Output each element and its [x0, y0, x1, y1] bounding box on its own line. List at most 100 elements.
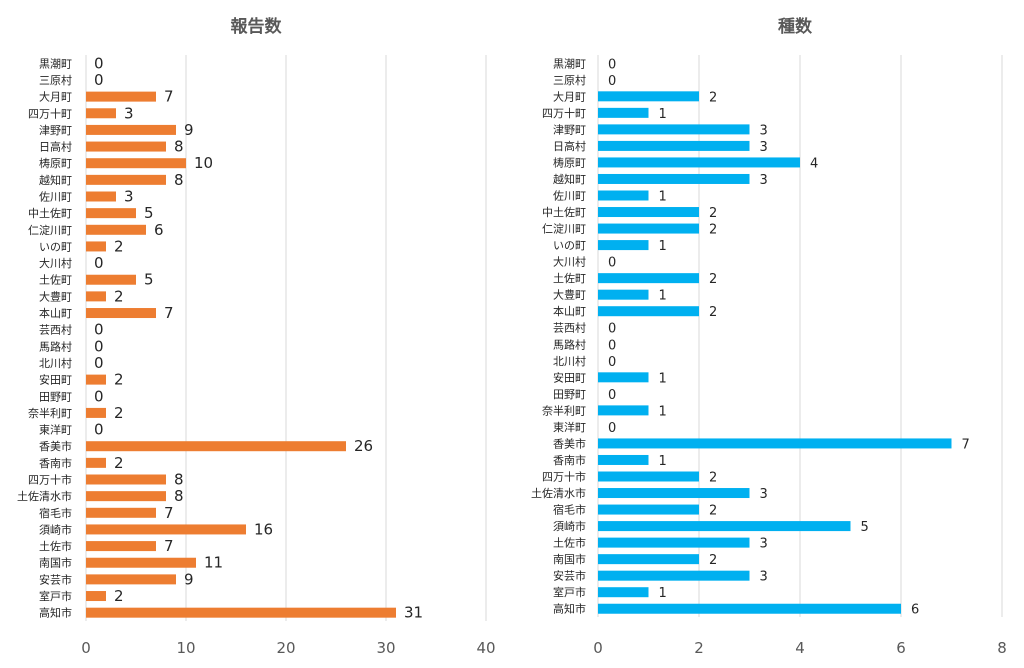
right-category-label: 梼原町	[553, 155, 586, 169]
left-value-label: 3	[124, 188, 134, 206]
right-value-label: 3	[760, 123, 768, 138]
right-gridlines	[597, 55, 1003, 617]
right-bar	[598, 124, 750, 135]
right-category-labels: 黒潮町三原村大月町四万十町津野町日高村梼原町越知町佐川町中土佐町仁淀川町いの町大…	[531, 56, 586, 615]
left-category-label: 三原村	[39, 73, 72, 87]
left-chart-title: 報告数	[231, 16, 283, 37]
right-value-label: 2	[709, 305, 717, 320]
right-bar	[598, 173, 750, 184]
right-bar	[598, 554, 699, 565]
left-category-label: 高知市	[39, 606, 72, 620]
left-value-label: 0	[94, 254, 104, 272]
right-bars	[598, 91, 952, 614]
left-bar	[86, 474, 166, 485]
right-value-label: 6	[911, 603, 919, 618]
right-category-label: 南国市	[553, 552, 586, 566]
left-value-label: 2	[114, 404, 124, 422]
left-value-label: 31	[404, 604, 423, 622]
left-value-label: 5	[144, 271, 154, 289]
right-bar	[598, 306, 699, 317]
right-bar	[598, 521, 851, 532]
left-category-label: 越知町	[39, 173, 72, 187]
left-category-label: 東洋町	[39, 423, 72, 437]
left-category-label: 北川村	[39, 356, 72, 370]
left-category-label: 大月町	[39, 90, 72, 104]
right-value-label: 2	[709, 272, 717, 287]
right-bar	[598, 289, 649, 300]
right-value-label: 0	[608, 57, 616, 72]
left-value-label: 16	[254, 520, 273, 538]
right-category-label: 佐川町	[553, 189, 586, 203]
right-value-label: 2	[709, 206, 717, 221]
right-value-label: 0	[608, 421, 616, 436]
left-bar	[86, 507, 156, 518]
right-category-label: 中土佐町	[542, 205, 586, 219]
right-category-label: 安田町	[553, 370, 586, 384]
right-category-label: 大川村	[553, 255, 586, 269]
left-tick-label: 0	[81, 639, 91, 657]
left-tick-label: 20	[276, 639, 295, 657]
left-category-label: 土佐町	[39, 273, 72, 287]
right-tick-label: 4	[795, 639, 805, 657]
right-bar	[598, 91, 699, 102]
right-value-label: 3	[760, 570, 768, 585]
left-value-label: 10	[194, 154, 213, 172]
right-category-label: 北川村	[553, 354, 586, 368]
right-value-label: 1	[659, 371, 667, 386]
left-tick-labels: 0 10 20 30 40	[81, 639, 495, 657]
left-value-label: 9	[184, 121, 194, 139]
right-category-label: 三原村	[553, 73, 586, 87]
right-bar	[598, 157, 800, 168]
right-tick-label: 6	[896, 639, 906, 657]
right-category-label: 宿毛市	[553, 503, 586, 517]
left-category-label: 奈半利町	[28, 406, 72, 420]
right-value-label: 1	[659, 239, 667, 254]
right-bar	[598, 140, 750, 151]
left-value-label: 9	[184, 570, 194, 588]
right-category-label: 馬路村	[553, 337, 586, 351]
right-bar	[598, 223, 699, 234]
left-value-label: 7	[164, 504, 174, 522]
right-bar	[598, 603, 901, 614]
left-value-label: 0	[94, 71, 104, 89]
right-bar	[598, 504, 699, 515]
right-category-label: 四万十町	[542, 106, 586, 120]
left-category-label: いの町	[39, 240, 72, 253]
left-value-label: 8	[174, 487, 184, 505]
right-value-label: 0	[608, 256, 616, 271]
right-category-label: 須崎市	[553, 519, 586, 533]
right-category-label: 四万十市	[542, 470, 586, 484]
left-bar	[86, 491, 166, 502]
right-tick-label: 0	[593, 639, 603, 657]
right-value-label: 0	[608, 338, 616, 353]
left-bar	[86, 308, 156, 319]
left-value-label: 2	[114, 287, 124, 305]
left-category-label: 土佐市	[39, 539, 72, 553]
right-value-label: 3	[760, 487, 768, 502]
right-category-label: 奈半利町	[542, 403, 586, 417]
right-tick-label: 8	[997, 639, 1007, 657]
right-category-label: 越知町	[553, 172, 586, 186]
left-bar	[86, 141, 166, 152]
right-bar	[598, 570, 750, 581]
left-value-label: 8	[174, 471, 184, 489]
right-value-label: 3	[760, 537, 768, 552]
left-bar	[86, 174, 166, 185]
right-bar	[598, 537, 750, 548]
left-tick-label: 30	[376, 639, 395, 657]
left-bar	[86, 457, 106, 468]
right-bar	[598, 273, 699, 284]
right-tick-label: 2	[694, 639, 704, 657]
left-category-label: 佐川町	[39, 190, 72, 204]
left-category-label: 馬路村	[39, 339, 72, 353]
right-value-label: 2	[709, 504, 717, 519]
left-value-label: 0	[94, 337, 104, 355]
right-bar	[598, 240, 649, 251]
right-category-label: 高知市	[553, 602, 586, 616]
right-category-label: 香美市	[553, 436, 586, 450]
left-category-label: 津野町	[39, 124, 72, 137]
right-category-label: 土佐清水市	[531, 486, 586, 500]
left-value-label: 2	[114, 454, 124, 472]
